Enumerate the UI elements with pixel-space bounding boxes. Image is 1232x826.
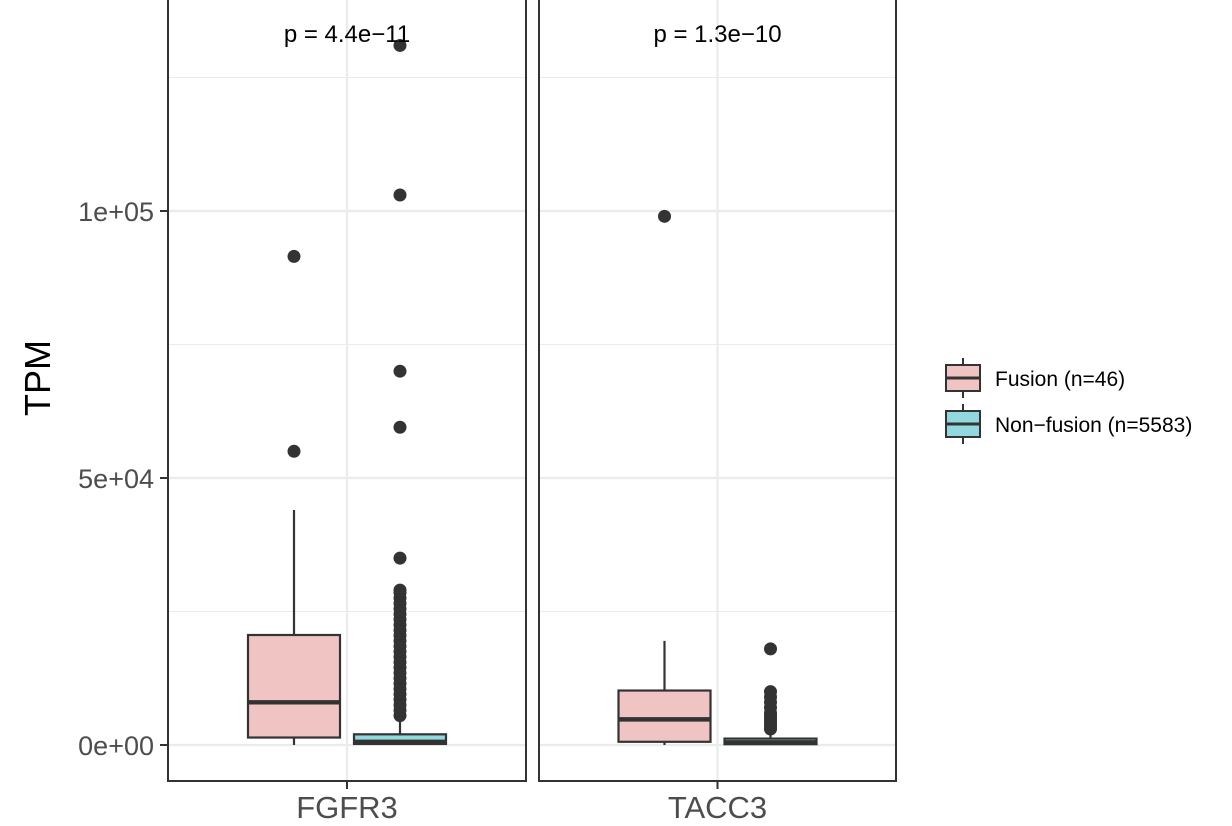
panel-tacc3: p = 1.3e−10 TACC3 [538, 0, 897, 825]
panels: p = 4.4e−11 FGFR3 p = 1.3e−10 TACC3 [167, 0, 897, 825]
outlier-point [658, 209, 671, 223]
box-tacc3-fusion [617, 209, 712, 745]
y-tick-label: 0e+00 [78, 731, 154, 761]
box-tacc3-non-fusion [723, 642, 818, 746]
legend-label: Non−fusion (n=5583) [995, 414, 1192, 437]
outlier-point [287, 249, 301, 263]
y-tick-label: 5e+04 [78, 464, 154, 494]
outlier-point [393, 364, 407, 378]
x-tick-label: TACC3 [668, 790, 767, 825]
p-value-label: p = 4.4e−11 [284, 21, 410, 48]
box-fgfr3-fusion [246, 249, 342, 745]
p-value-label: p = 1.3e−10 [653, 21, 781, 48]
outlier-point [393, 583, 407, 597]
y-axis-title: TPM [17, 340, 58, 416]
legend: Fusion (n=46) Non−fusion (n=5583) [945, 358, 1192, 444]
y-tick-label: 1e+05 [78, 197, 154, 227]
legend-item: Fusion (n=46) [945, 358, 1125, 398]
outlier-point [393, 38, 407, 52]
legend-label: Fusion (n=46) [995, 368, 1125, 391]
outlier-point [393, 551, 407, 565]
outlier-point [764, 642, 777, 656]
y-axis: 0e+00 5e+04 1e+05 [78, 197, 168, 761]
box-body [246, 633, 342, 739]
outlier-point [764, 685, 777, 699]
outlier-point [287, 444, 301, 458]
outlier-point [393, 188, 407, 202]
x-tick-label: FGFR3 [296, 790, 398, 825]
legend-item: Non−fusion (n=5583) [945, 404, 1192, 444]
outlier-point [393, 420, 407, 434]
box-fgfr3-non-fusion [352, 38, 448, 746]
panel-fgfr3: p = 4.4e−11 FGFR3 [167, 0, 527, 825]
box-body [617, 689, 712, 743]
